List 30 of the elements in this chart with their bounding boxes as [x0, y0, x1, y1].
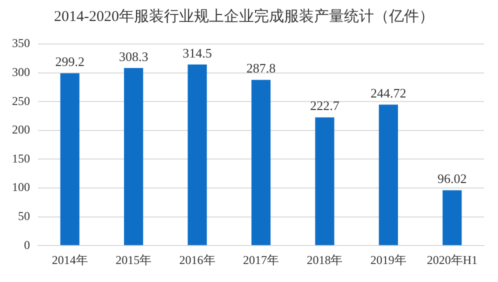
y-tick-label: 200 [12, 122, 30, 137]
bar [60, 73, 80, 246]
x-tick-label: 2017年 [243, 252, 279, 267]
y-tick-label: 100 [12, 180, 30, 194]
bar [378, 104, 398, 246]
y-tick-label: 0 [24, 238, 30, 252]
data-label: 287.8 [246, 60, 276, 76]
bar [315, 117, 334, 246]
x-tick-label: 2014年 [52, 252, 88, 267]
data-label: 299.2 [55, 54, 84, 70]
x-tick-label: 2019年 [370, 252, 406, 267]
bar [251, 80, 271, 246]
bar [124, 68, 144, 246]
data-label: 314.5 [182, 45, 212, 60]
bar [188, 64, 207, 246]
data-label: 244.72 [370, 86, 406, 101]
data-label: 222.7 [310, 98, 340, 114]
y-tick-label: 300 [12, 64, 30, 79]
y-tick-label: 250 [12, 94, 30, 108]
y-tick-label: 150 [12, 151, 30, 166]
y-tick-label: 50 [18, 208, 30, 223]
y-tick-label: 350 [12, 36, 30, 50]
data-label: 308.3 [118, 48, 148, 64]
chart-title: 2014-2020年服装行业规上企业完成服装产量统计（亿件） [54, 8, 434, 25]
x-tick-label: 2020年H1 [426, 252, 478, 267]
bar [442, 190, 462, 246]
data-label: 96.02 [438, 171, 467, 186]
x-tick-label: 2018年 [306, 252, 343, 267]
x-tick-label: 2016年 [179, 252, 216, 267]
x-tick-label: 2015年 [116, 252, 152, 267]
